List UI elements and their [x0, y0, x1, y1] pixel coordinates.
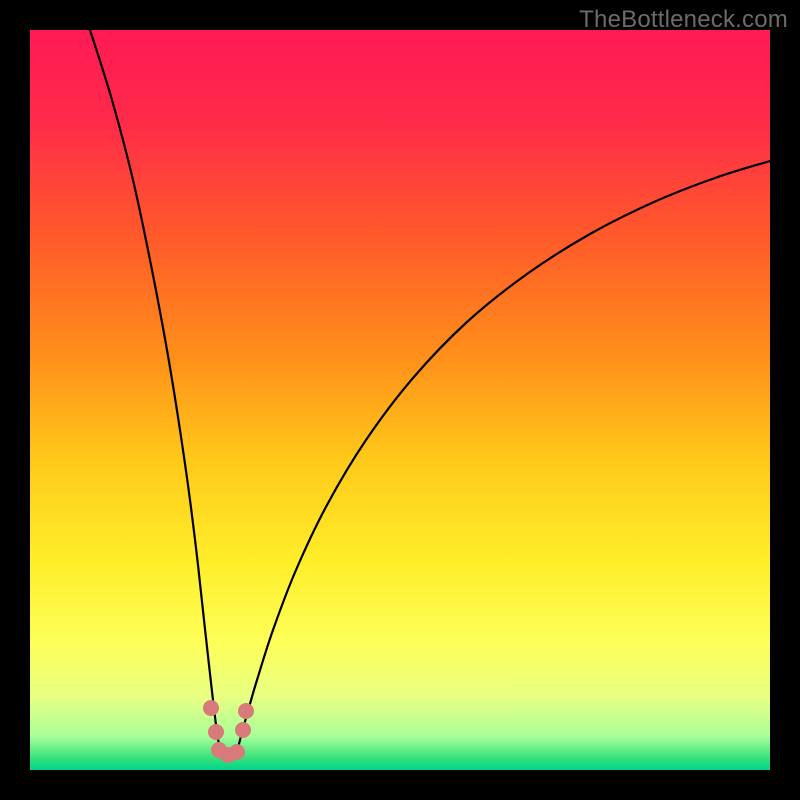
marker-dot: [235, 722, 251, 738]
marker-group: [203, 700, 254, 763]
marker-dot: [238, 703, 254, 719]
chart-frame: TheBottleneck.com: [0, 0, 800, 800]
marker-dot: [208, 724, 224, 740]
plot-area: [30, 30, 770, 770]
curve-layer: [30, 30, 770, 770]
marker-dot: [229, 744, 245, 760]
left-curve: [90, 30, 220, 752]
right-curve: [237, 161, 770, 752]
marker-dot: [203, 700, 219, 716]
